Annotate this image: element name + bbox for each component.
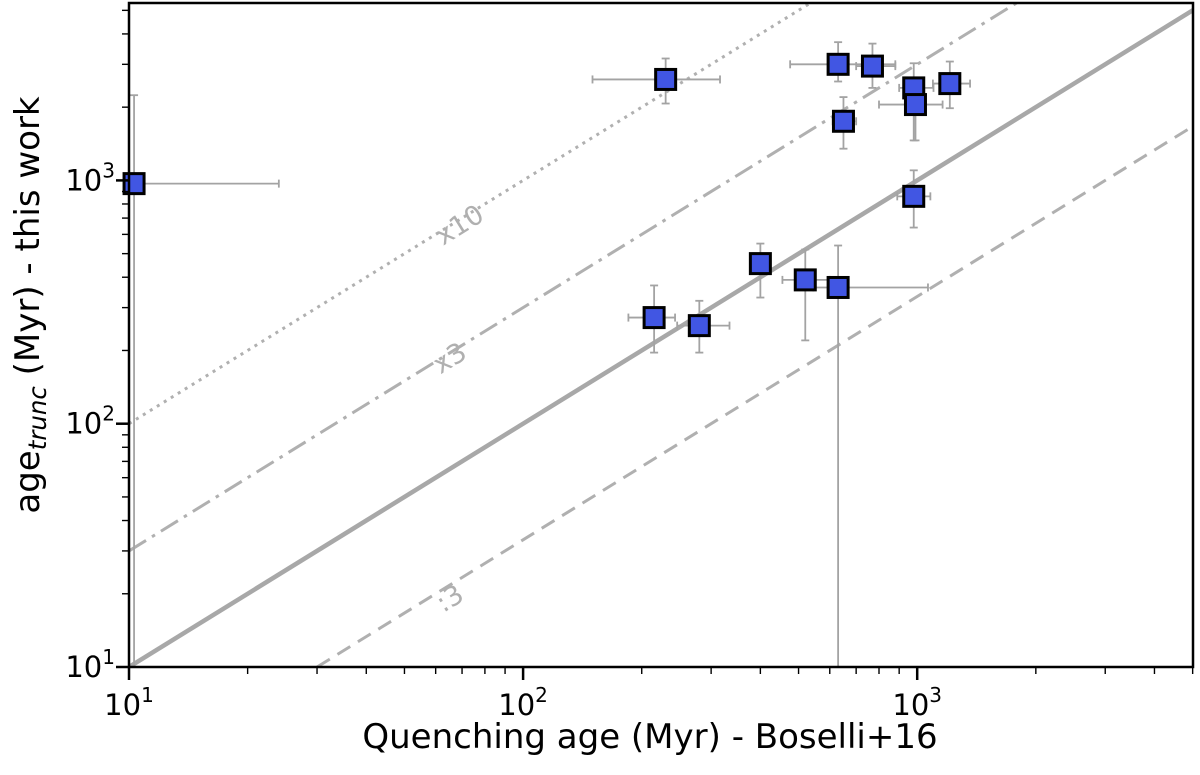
data-points bbox=[122, 52, 962, 338]
data-point-marker bbox=[793, 268, 817, 292]
y-axis-label-suffix: (Myr) - this work bbox=[7, 96, 48, 387]
data-point-marker bbox=[826, 275, 850, 299]
y-tick-label: 103 bbox=[65, 158, 115, 197]
y-axis-label-prefix: age bbox=[7, 450, 48, 514]
reference-lines bbox=[129, 3, 1193, 667]
data-point-marker bbox=[831, 109, 855, 133]
ref-line-label: x3 bbox=[428, 337, 473, 381]
ref-line-dotted bbox=[129, 3, 812, 425]
ref-line-solid bbox=[129, 8, 1193, 667]
y-axis-label-subscript: trunc bbox=[23, 386, 53, 451]
plot-border bbox=[127, 1, 1195, 669]
x-tick-label: 101 bbox=[104, 683, 154, 722]
x-tick-label: 103 bbox=[892, 683, 942, 722]
data-point-marker bbox=[687, 314, 711, 338]
y-tick-label: 102 bbox=[65, 402, 115, 441]
data-point-marker bbox=[938, 72, 962, 96]
axis-ticks bbox=[116, 9, 1194, 680]
data-point-marker bbox=[642, 306, 666, 330]
y-axis-label: agetrunc (Myr) - this work bbox=[8, 96, 52, 513]
error-bars bbox=[128, 41, 971, 668]
data-point-marker bbox=[860, 54, 884, 78]
data-point-marker bbox=[903, 93, 927, 117]
ref-line-dashed bbox=[316, 124, 1193, 667]
x-tick-label: 102 bbox=[498, 683, 548, 722]
x-axis-label: Quenching age (Myr) - Boselli+16 bbox=[362, 717, 938, 757]
ref-line-label: :3 bbox=[431, 579, 470, 619]
data-point-marker bbox=[748, 252, 772, 276]
y-tick-label: 101 bbox=[65, 645, 115, 684]
data-point-marker bbox=[826, 52, 850, 76]
data-point-marker bbox=[654, 67, 678, 91]
data-point-marker bbox=[122, 172, 146, 196]
ref-line-label: x10 bbox=[430, 199, 489, 252]
data-point-marker bbox=[902, 184, 926, 208]
ref-line-dashdot bbox=[129, 3, 1018, 553]
